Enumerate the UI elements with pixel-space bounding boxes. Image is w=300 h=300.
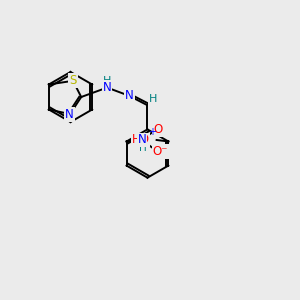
Text: N: N — [125, 89, 134, 102]
Text: H: H — [148, 94, 157, 104]
Text: O⁻: O⁻ — [153, 145, 168, 158]
Text: HO: HO — [131, 134, 149, 146]
Text: N: N — [137, 134, 146, 146]
Text: S: S — [69, 74, 77, 87]
Text: +: + — [148, 127, 156, 137]
Text: H: H — [103, 76, 111, 86]
Text: N: N — [65, 108, 74, 121]
Text: H: H — [139, 143, 147, 153]
Text: N: N — [103, 81, 112, 94]
Text: O: O — [153, 123, 163, 136]
